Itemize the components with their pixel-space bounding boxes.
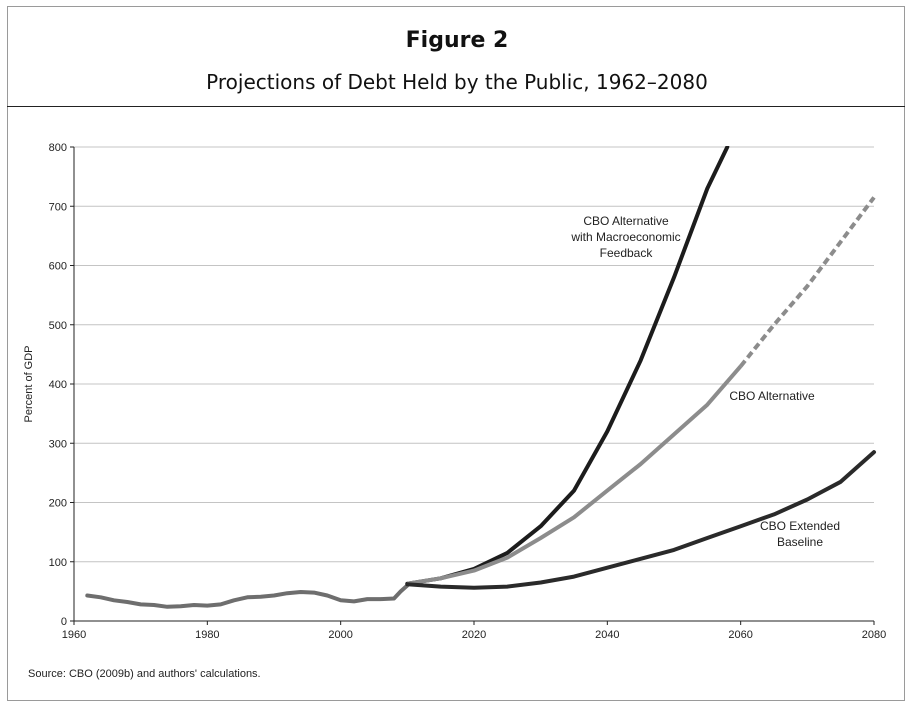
annotation-line: Baseline xyxy=(777,535,823,549)
annotation-line: CBO Extended xyxy=(760,519,840,533)
annotation-line: with Macroeconomic xyxy=(570,230,680,244)
x-tick-label-1960: 1960 xyxy=(62,629,86,641)
annotation-line: CBO Alternative xyxy=(583,214,669,228)
x-tick-label-2080: 2080 xyxy=(862,629,886,641)
annotation-cbo-extended-baseline: CBO Extended Baseline xyxy=(760,519,840,549)
annotation-cbo-alternative: CBO Alternative xyxy=(729,389,815,403)
source-note: Source: CBO (2009b) and authors' calcula… xyxy=(28,668,261,680)
series-line-cbo-alternative-dashed xyxy=(739,196,876,368)
y-tick-label-100: 100 xyxy=(49,557,67,569)
y-tick-label-600: 600 xyxy=(49,261,67,273)
x-tick-label-2000: 2000 xyxy=(328,629,352,641)
figure-label: Figure 2 xyxy=(405,28,509,53)
y-tick-label-0: 0 xyxy=(61,616,67,628)
annotation-cbo-alternative-with-macroeconomic-feedback: CBO Alternative with Macroeconomic Feedbac… xyxy=(570,214,680,260)
x-tick-label-1980: 1980 xyxy=(195,629,219,641)
title-rule xyxy=(7,106,905,107)
annotation-line: Feedback xyxy=(600,246,654,260)
series-line-historical-debt xyxy=(85,583,410,609)
y-tick-label-500: 500 xyxy=(49,320,67,332)
x-tick-label-2060: 2060 xyxy=(728,629,752,641)
x-tick-label-2040: 2040 xyxy=(595,629,619,641)
y-axis-label: Percent of GDP xyxy=(23,345,35,422)
series-line-cbo-alternative xyxy=(406,364,743,586)
y-tick-label-400: 400 xyxy=(49,379,67,391)
figure-title: Projections of Debt Held by the Public, … xyxy=(206,70,708,94)
annotation-line: CBO Alternative xyxy=(729,389,815,403)
y-tick-label-700: 700 xyxy=(49,201,67,213)
y-tick-label-200: 200 xyxy=(49,498,67,510)
series-line-cbo-alternative-with-macroeconomic-feedback xyxy=(405,146,730,586)
series-line-cbo-extended-baseline xyxy=(405,450,876,590)
y-tick-label-300: 300 xyxy=(49,438,67,450)
y-tick-label-800: 800 xyxy=(49,142,67,154)
x-tick-label-2020: 2020 xyxy=(462,629,486,641)
